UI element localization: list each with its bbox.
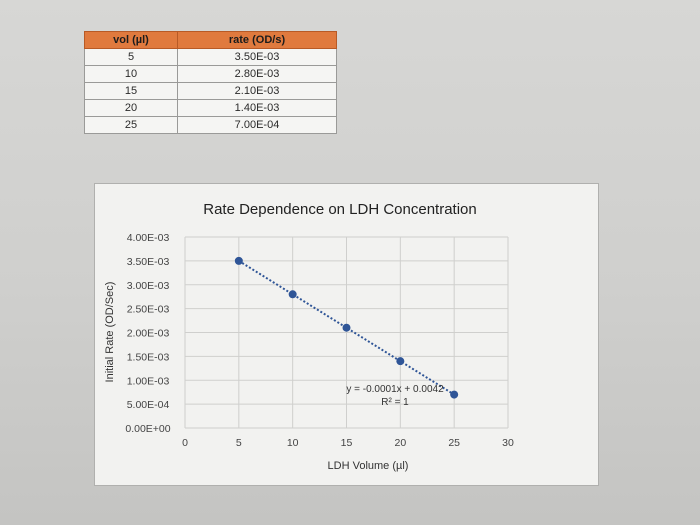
chart-panel: Rate Dependence on LDH Concentration 0.0… xyxy=(94,183,599,486)
y-tick-label: 0.00E+00 xyxy=(125,423,170,435)
table-cell-rate: 2.80E-03 xyxy=(177,65,337,83)
x-axis-title: LDH Volume (µl) xyxy=(328,460,409,472)
table-row: 5 3.50E-03 xyxy=(84,48,337,66)
data-point xyxy=(396,357,405,366)
y-axis-ticks: 0.00E+00 5.00E-04 1.00E-03 1.50E-03 2.00E-03… xyxy=(125,232,170,435)
table-row: 10 2.80E-03 xyxy=(84,65,337,83)
data-point xyxy=(342,323,351,332)
scatter-chart: Rate Dependence on LDH Concentration 0.0… xyxy=(104,201,514,472)
y-tick-label: 4.00E-03 xyxy=(127,232,170,244)
x-tick-label: 20 xyxy=(394,437,406,449)
table-cell-rate: 1.40E-03 xyxy=(177,99,337,117)
data-point xyxy=(234,256,243,265)
y-axis-title: Initial Rate (OD/Sec) xyxy=(104,282,116,383)
table-cell-vol: 20 xyxy=(84,99,178,117)
x-tick-label: 15 xyxy=(341,437,353,449)
trendline-r-squared: R² = 1 xyxy=(381,397,409,408)
table-cell-vol: 25 xyxy=(84,116,178,134)
trendline-equation: y = -0.0001x + 0.0042 xyxy=(346,384,444,395)
y-tick-label: 2.50E-03 xyxy=(127,304,170,316)
x-tick-label: 0 xyxy=(182,437,188,449)
table-cell-rate: 3.50E-03 xyxy=(177,48,337,66)
table-cell-vol: 10 xyxy=(84,65,178,83)
table-cell-rate: 7.00E-04 xyxy=(177,116,337,134)
table-row: 25 7.00E-04 xyxy=(84,116,337,134)
table-cell-vol: 15 xyxy=(84,82,178,100)
x-axis-ticks: 0 5 10 15 20 25 30 xyxy=(182,437,514,449)
x-tick-label: 25 xyxy=(448,437,460,449)
data-points xyxy=(234,256,459,399)
table-row: 20 1.40E-03 xyxy=(84,99,337,117)
header-vol: vol (µl) xyxy=(84,31,178,49)
data-table: vol (µl) rate (OD/s) 5 3.50E-03 10 2.80E… xyxy=(84,31,337,134)
y-tick-label: 1.00E-03 xyxy=(127,375,170,387)
x-tick-label: 5 xyxy=(236,437,242,449)
data-point xyxy=(288,290,297,299)
table-cell-rate: 2.10E-03 xyxy=(177,82,337,100)
y-tick-label: 3.50E-03 xyxy=(127,256,170,268)
table-header-row: vol (µl) rate (OD/s) xyxy=(84,31,337,49)
x-tick-label: 10 xyxy=(287,437,299,449)
data-point xyxy=(450,390,459,399)
header-rate: rate (OD/s) xyxy=(177,31,337,49)
x-tick-label: 30 xyxy=(502,437,514,449)
y-tick-label: 2.00E-03 xyxy=(127,328,170,340)
y-tick-label: 3.00E-03 xyxy=(127,280,170,292)
table-row: 15 2.10E-03 xyxy=(84,82,337,100)
table-cell-vol: 5 xyxy=(84,48,178,66)
gridlines xyxy=(184,236,509,429)
y-tick-label: 1.50E-03 xyxy=(127,351,170,363)
chart-title: Rate Dependence on LDH Concentration xyxy=(203,201,477,218)
y-tick-label: 5.00E-04 xyxy=(127,399,170,411)
